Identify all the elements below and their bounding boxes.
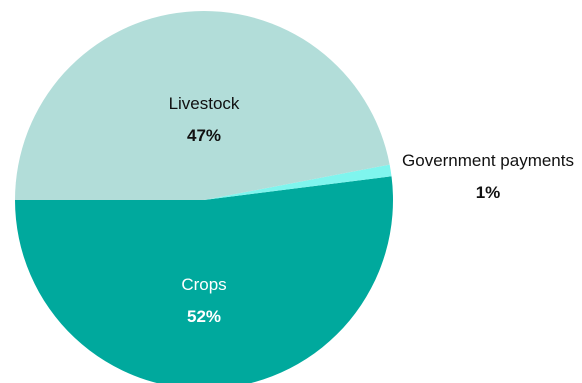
slice-label-livestock: Livestock xyxy=(169,94,240,113)
slice-label-crops: Crops xyxy=(181,275,226,294)
pie-slice-government-payments xyxy=(204,164,392,200)
pie-slice-crops xyxy=(15,176,393,383)
slice-percent-livestock: 47% xyxy=(187,126,221,145)
pie-slice-livestock xyxy=(15,11,390,201)
pie-labels: Crops 52% Government payments 1% Livestock 47… xyxy=(169,94,574,326)
pie-slices xyxy=(15,11,393,383)
slice-percent-government-payments: 1% xyxy=(476,183,501,202)
slice-percent-crops: 52% xyxy=(187,307,221,326)
slice-label-government-payments: Government payments xyxy=(402,151,574,170)
